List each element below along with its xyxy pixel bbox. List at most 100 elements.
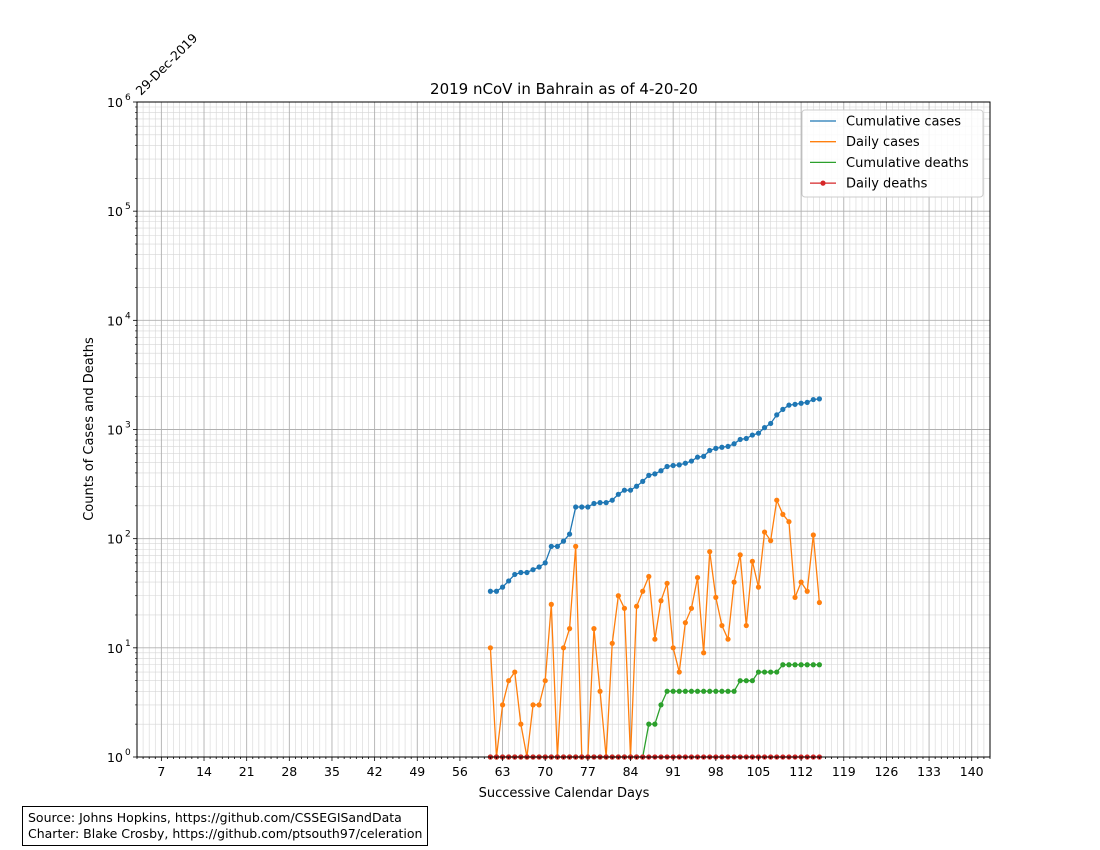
data-point bbox=[816, 662, 823, 668]
data-point bbox=[798, 579, 804, 585]
data-point bbox=[798, 400, 804, 406]
data-point bbox=[506, 678, 512, 684]
x-tick-label: 35 bbox=[324, 764, 340, 779]
data-point bbox=[518, 569, 524, 576]
data-point bbox=[487, 645, 493, 651]
legend: Cumulative cases Daily cases Cumulative de… bbox=[801, 109, 984, 198]
x-tick-label: 42 bbox=[367, 764, 383, 779]
y-tick-label: 10 bbox=[107, 95, 123, 110]
data-point bbox=[707, 549, 713, 555]
data-point bbox=[743, 435, 749, 442]
data-point bbox=[573, 543, 579, 549]
data-point bbox=[542, 560, 548, 566]
x-tick-label: 14 bbox=[196, 764, 212, 779]
data-point bbox=[597, 500, 603, 506]
data-point bbox=[688, 688, 695, 694]
data-point bbox=[591, 626, 597, 632]
data-point bbox=[676, 669, 682, 675]
data-point bbox=[640, 478, 646, 484]
y-tick-exponent: 5 bbox=[125, 202, 131, 212]
data-point bbox=[512, 669, 518, 675]
data-point bbox=[725, 443, 731, 450]
data-point bbox=[573, 504, 579, 510]
x-axis-label: Successive Calendar Days bbox=[479, 786, 650, 801]
data-point bbox=[658, 702, 664, 708]
y-tick-label: 10 bbox=[107, 750, 123, 765]
data-point bbox=[810, 532, 816, 538]
x-tick-label: 105 bbox=[747, 764, 771, 779]
data-point bbox=[749, 678, 755, 684]
x-tick-label: 70 bbox=[537, 764, 553, 779]
data-point bbox=[755, 669, 762, 675]
x-tick-label: 133 bbox=[917, 764, 941, 779]
data-point bbox=[731, 579, 737, 585]
data-point bbox=[694, 574, 701, 581]
data-point bbox=[719, 444, 725, 450]
data-point bbox=[725, 636, 731, 642]
data-point bbox=[816, 599, 823, 606]
data-point bbox=[774, 497, 780, 503]
x-tick-label: 56 bbox=[452, 764, 468, 779]
data-point bbox=[768, 669, 774, 675]
data-point bbox=[780, 662, 786, 668]
data-point bbox=[603, 500, 609, 506]
legend-marker bbox=[820, 180, 826, 186]
data-point bbox=[499, 702, 506, 708]
data-point bbox=[792, 594, 798, 600]
data-point bbox=[737, 436, 743, 443]
x-tick-label: 91 bbox=[665, 764, 681, 779]
data-point bbox=[694, 688, 701, 694]
data-point bbox=[682, 460, 688, 466]
y-tick-label: 10 bbox=[107, 204, 123, 219]
data-point bbox=[749, 558, 755, 564]
data-point bbox=[646, 573, 652, 580]
data-point bbox=[646, 721, 652, 727]
data-point bbox=[658, 598, 664, 604]
data-point bbox=[768, 420, 774, 427]
data-point bbox=[768, 538, 774, 544]
data-point bbox=[518, 721, 524, 727]
data-point bbox=[719, 688, 725, 694]
data-point bbox=[707, 447, 713, 454]
charter-line: Charter: Blake Crosby, https://github.co… bbox=[28, 826, 423, 841]
data-point bbox=[755, 584, 762, 590]
data-point bbox=[792, 662, 798, 668]
start-date-label: 29-Dec-2019 bbox=[133, 30, 201, 98]
x-tick-label: 140 bbox=[960, 764, 984, 779]
x-tick-label: 63 bbox=[495, 764, 511, 779]
source-line: Source: Johns Hopkins, https://github.co… bbox=[28, 810, 402, 825]
y-tick-label: 10 bbox=[107, 313, 123, 328]
data-point bbox=[694, 454, 701, 460]
data-point bbox=[634, 603, 640, 609]
data-point bbox=[707, 688, 713, 694]
legend-label: Cumulative deaths bbox=[846, 156, 969, 171]
data-point bbox=[548, 543, 554, 549]
data-point bbox=[634, 483, 640, 489]
data-point bbox=[560, 645, 567, 651]
y-tick-exponent: 2 bbox=[125, 530, 131, 540]
data-point bbox=[524, 569, 530, 576]
data-point bbox=[676, 462, 682, 468]
x-tick-label: 77 bbox=[580, 764, 596, 779]
data-point bbox=[664, 688, 670, 694]
y-tick-exponent: 3 bbox=[125, 421, 131, 431]
y-tick-label: 10 bbox=[107, 641, 123, 656]
source-box: Source: Johns Hopkins, https://github.co… bbox=[22, 806, 429, 846]
x-tick-label: 119 bbox=[832, 764, 856, 779]
data-point bbox=[719, 622, 725, 629]
y-tick-exponent: 6 bbox=[125, 93, 131, 103]
data-point bbox=[731, 688, 737, 694]
y-tick-exponent: 1 bbox=[125, 639, 131, 649]
data-point bbox=[713, 445, 719, 451]
data-point bbox=[731, 441, 737, 447]
data-point bbox=[761, 669, 768, 675]
data-point bbox=[664, 463, 670, 470]
data-point bbox=[499, 584, 506, 590]
x-axis: 7 14 21 28 35 42 49 56 63 70 77 84 91 98 105 112 119 126 1… bbox=[136, 757, 991, 779]
data-point bbox=[713, 594, 719, 600]
x-tick-label: 28 bbox=[281, 764, 297, 779]
data-point bbox=[548, 601, 554, 607]
data-point bbox=[761, 425, 768, 431]
